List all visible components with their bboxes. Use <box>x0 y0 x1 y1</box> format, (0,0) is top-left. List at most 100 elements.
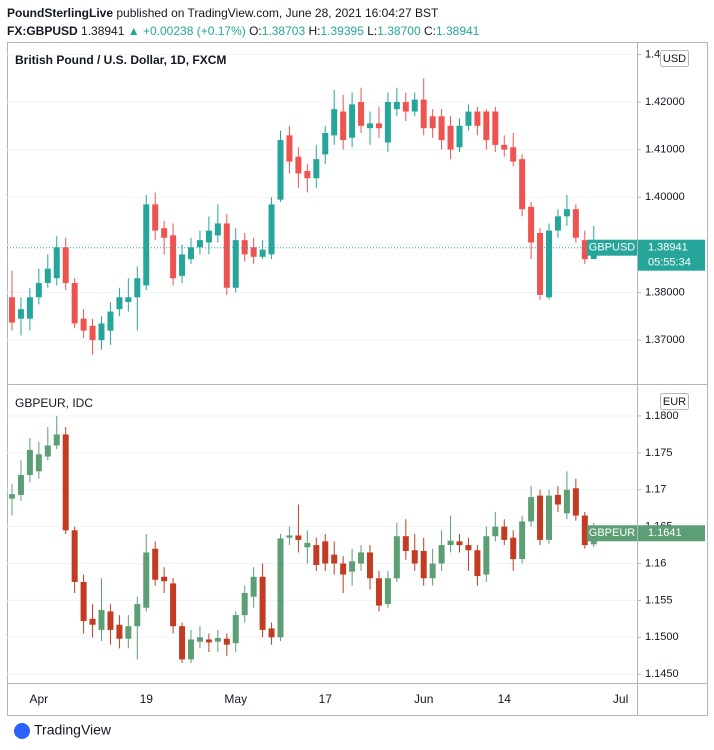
candle-body <box>474 111 481 126</box>
candle-body <box>259 249 266 257</box>
candle-body <box>116 624 123 639</box>
x-tick-label: Jul <box>613 692 628 706</box>
symbol: FX:GBPUSD <box>7 24 78 38</box>
candle-body <box>277 538 284 638</box>
x-tick-label: Jun <box>414 692 433 706</box>
candle-body <box>116 297 123 310</box>
y-tick-label: 1.1500 <box>645 631 679 643</box>
candle-body <box>358 552 365 564</box>
candle-body <box>554 216 561 231</box>
candle-body <box>9 297 15 323</box>
candle-body <box>492 111 499 145</box>
y-tick-label: 1.16 <box>645 557 666 569</box>
ohlc-c: C:1.38941 <box>424 24 479 38</box>
candle-body <box>196 240 203 248</box>
y-tick-label: 1.155 <box>645 594 673 606</box>
x-tick-label: May <box>224 692 247 706</box>
candle-body <box>528 206 535 243</box>
candle-body <box>375 123 382 129</box>
candle-body <box>554 494 561 505</box>
value: 1.38941 <box>435 24 480 38</box>
x-tick-label: 14 <box>498 692 512 706</box>
candle-body <box>53 247 60 279</box>
value: 1.38700 <box>377 24 421 38</box>
candle-body <box>384 578 391 605</box>
candle-body <box>402 536 409 551</box>
last: 1.38941 <box>81 24 125 38</box>
candle-body <box>17 474 24 495</box>
candle-body <box>572 209 579 238</box>
x-tick-label: 19 <box>140 692 154 706</box>
candle-body <box>393 102 400 110</box>
candle-body <box>143 204 150 286</box>
candle-body <box>456 541 463 546</box>
candle-body <box>537 232 544 295</box>
candle-body <box>313 545 320 565</box>
currency-box <box>660 50 689 67</box>
candle-body <box>62 434 69 531</box>
candle-body <box>474 550 481 577</box>
candle-body <box>402 102 409 112</box>
candle-body <box>367 123 373 129</box>
symbol-tag <box>587 239 637 256</box>
candle-body <box>9 494 15 499</box>
y-tick-label: 1.1450 <box>645 668 679 680</box>
candle-body <box>250 576 257 597</box>
y-tick-label: 1.40000 <box>645 191 685 203</box>
candle-body <box>44 268 51 283</box>
candle-body <box>26 449 33 475</box>
y-tick-label: 1.37000 <box>645 334 685 346</box>
candle-body <box>519 159 526 210</box>
price-tag <box>638 525 705 542</box>
ohlc-h: H:1.39395 <box>308 24 363 38</box>
currency: EUR <box>663 396 686 408</box>
candle-body <box>161 228 168 238</box>
candle-body <box>304 542 311 548</box>
frame <box>7 42 708 716</box>
candle-body <box>214 223 221 236</box>
pane: 1.14501.15001.1551.161.1651.171.1751.180… <box>7 393 705 680</box>
candle-body <box>98 323 105 341</box>
last-price: 1.1641 <box>648 527 682 539</box>
candle-body <box>384 102 391 143</box>
candle-body <box>304 171 311 179</box>
candle-body <box>80 581 87 622</box>
candle-body <box>411 550 418 564</box>
candle-body <box>465 545 472 551</box>
y-tick-label: 1.38000 <box>645 286 685 298</box>
candle-body <box>179 254 186 276</box>
y-tick-label: 1.41000 <box>645 144 685 156</box>
candle-body <box>322 132 329 155</box>
candle-body <box>456 125 463 148</box>
candle-body <box>420 550 427 579</box>
publish-line: PoundSterlingLive published on TradingVi… <box>7 4 479 22</box>
candle-body <box>179 626 186 660</box>
candle-body <box>295 535 302 540</box>
candle-body <box>349 561 356 572</box>
candle-body <box>349 104 356 138</box>
candle-body <box>35 282 42 298</box>
candle-body <box>367 552 373 579</box>
candle-body <box>223 223 230 288</box>
label: H: <box>308 24 321 38</box>
candle-body <box>429 116 436 129</box>
candle-body <box>188 247 194 260</box>
candle-body <box>98 609 105 630</box>
quote-line: FX:GBPUSD 1.38941 ▲ +0.00238 (+0.17%) O:… <box>7 22 479 40</box>
label: L: <box>367 24 378 38</box>
candle-body <box>581 240 588 260</box>
candle-body <box>268 628 275 638</box>
y-tick-label: 1.1800 <box>645 410 679 422</box>
candle-body <box>286 135 293 162</box>
candle-body <box>546 230 552 298</box>
y-tick-label: 1.17 <box>645 484 666 496</box>
candle-body <box>286 535 293 538</box>
brand: TradingView <box>34 722 112 738</box>
candle-body <box>483 111 490 141</box>
candle-body <box>232 615 239 644</box>
candle-body <box>170 235 177 279</box>
candle-body <box>313 159 320 179</box>
candle-body <box>107 311 114 331</box>
label: C: <box>423 24 436 38</box>
